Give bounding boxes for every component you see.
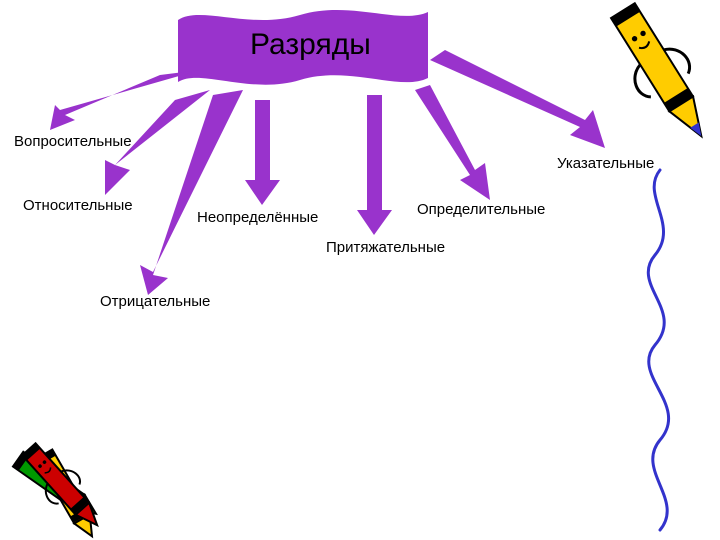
arrows-group bbox=[50, 50, 605, 295]
label-voprositelnye: Вопросительные bbox=[14, 133, 132, 150]
label-opredelitelnye: Определительные bbox=[417, 201, 545, 218]
arrow-opredelitelnye bbox=[415, 85, 490, 200]
banner-title: Разряды bbox=[250, 28, 371, 62]
diagram-svg bbox=[0, 0, 720, 540]
label-ukazatelnye: Указательные bbox=[557, 155, 654, 172]
crayon-top-right bbox=[598, 0, 720, 152]
arrow-prityazhatelnye bbox=[357, 95, 392, 235]
arrow-otritsatelnye bbox=[140, 90, 243, 295]
arrow-ukazatelnye bbox=[430, 50, 605, 148]
crayons-bottom-left bbox=[13, 437, 111, 540]
arrow-neopredelennye bbox=[245, 100, 280, 205]
label-neopredelennye: Неопределённые bbox=[197, 209, 318, 226]
label-otritsatelnye: Отрицательные bbox=[100, 293, 210, 310]
squiggle-line bbox=[648, 170, 668, 530]
label-otnositelnye: Относительные bbox=[23, 197, 133, 214]
label-prityazhatelnye: Притяжательные bbox=[326, 239, 445, 256]
